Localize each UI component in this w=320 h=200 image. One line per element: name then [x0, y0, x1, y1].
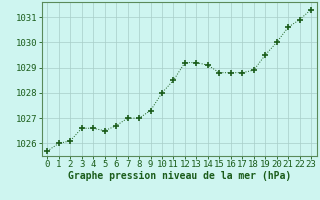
X-axis label: Graphe pression niveau de la mer (hPa): Graphe pression niveau de la mer (hPa) — [68, 171, 291, 181]
